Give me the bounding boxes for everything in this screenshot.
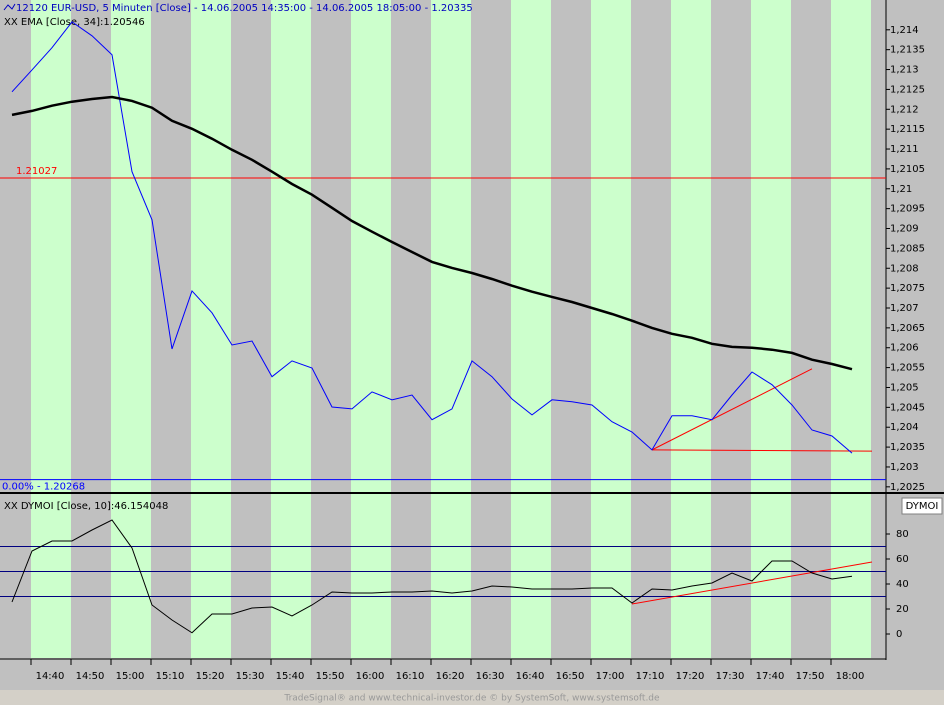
y-tick-label: 1,211 <box>890 144 919 155</box>
time-band <box>671 0 711 658</box>
y-tick-label: 1,2075 <box>890 283 925 294</box>
x-tick-label: 16:00 <box>356 671 385 682</box>
y-tick-label: 1,206 <box>890 343 919 354</box>
axis-title: DYMOI <box>906 501 939 512</box>
y-tick-label: 1,2045 <box>890 402 925 413</box>
x-tick-label: 16:30 <box>476 671 505 682</box>
y-tick-label: 1,2055 <box>890 363 925 374</box>
x-tick-label: 14:50 <box>76 671 105 682</box>
series-line <box>11 21 853 454</box>
x-tick-label: 17:00 <box>596 671 625 682</box>
time-band <box>431 0 471 658</box>
time-band <box>271 0 311 658</box>
trend-line <box>651 368 813 451</box>
time-band <box>591 0 631 658</box>
x-tick-label: 15:20 <box>196 671 225 682</box>
time-band <box>351 0 391 658</box>
time-band <box>111 0 151 658</box>
y-tick-label: 1,203 <box>890 462 919 473</box>
y-tick-label: 1,2125 <box>890 84 925 95</box>
y-tick-label: 1,207 <box>890 303 919 314</box>
y-tick-label: 1,214 <box>890 25 919 36</box>
axis-title-box <box>901 497 943 515</box>
y-tick-label: 1,21 <box>890 184 912 195</box>
y-tick-label: 1,204 <box>890 422 919 433</box>
x-tick-label: 18:00 <box>836 671 865 682</box>
series-line <box>11 95 853 371</box>
x-tick-label: 17:50 <box>796 671 825 682</box>
series-line <box>11 519 853 634</box>
y-tick-label: 1,2115 <box>890 124 925 135</box>
x-tick-label: 15:30 <box>236 671 265 682</box>
time-bands <box>31 0 871 658</box>
x-tick-label: 15:10 <box>156 671 185 682</box>
legend-entry: XX EMA [Close, 34]:1.20546 <box>4 17 145 28</box>
baseline-label: 0.00% - 1.20268 <box>2 482 85 493</box>
time-band <box>511 0 551 658</box>
time-band <box>751 0 791 658</box>
x-tick-label: 15:40 <box>276 671 305 682</box>
y-tick-label: 1,2035 <box>890 442 925 453</box>
chart-title: XX DYMOI [Close, 10]:46.154048 <box>4 501 168 512</box>
level-label: 1.21027 <box>16 166 57 177</box>
x-tick-label: 16:50 <box>556 671 585 682</box>
y-tick-label: 0 <box>896 629 902 640</box>
y-tick-label: 1,2085 <box>890 243 925 254</box>
time-band <box>191 0 231 658</box>
y-tick-label: 1,208 <box>890 263 919 274</box>
y-tick-label: 1,212 <box>890 104 919 115</box>
x-tick-label: 16:20 <box>436 671 465 682</box>
y-tick-label: 1,2095 <box>890 204 925 215</box>
x-tick-label: 17:10 <box>636 671 665 682</box>
x-tick-label: 15:50 <box>316 671 345 682</box>
title-icon <box>3 3 16 11</box>
y-tick-label: 1,2025 <box>890 482 925 493</box>
time-band <box>831 0 871 658</box>
x-tick-label: 16:10 <box>396 671 425 682</box>
y-tick-label: 1,2065 <box>890 323 925 334</box>
x-tick-label: 17:20 <box>676 671 705 682</box>
x-tick-label: 16:40 <box>516 671 545 682</box>
x-tick-label: 17:30 <box>716 671 745 682</box>
y-tick-label: 40 <box>896 579 909 590</box>
footer: TradeSignal® and www.technical-investor.… <box>283 694 660 704</box>
y-tick-label: 1,2135 <box>890 45 925 56</box>
x-tick-label: 14:40 <box>36 671 65 682</box>
y-tick-label: 1,2105 <box>890 164 925 175</box>
y-tick-label: 20 <box>896 604 909 615</box>
y-tick-label: 60 <box>896 554 909 565</box>
x-tick-label: 15:00 <box>116 671 145 682</box>
y-tick-label: 1,205 <box>890 382 919 393</box>
trend-line <box>651 449 873 452</box>
trend-line <box>631 561 873 605</box>
y-tick-label: 1,213 <box>890 65 919 76</box>
chart-title: 12120 EUR-USD, 5 Minuten [Close] - 14.06… <box>16 3 473 14</box>
y-tick-label: 80 <box>896 529 909 540</box>
footer-bar <box>0 690 944 705</box>
time-band <box>31 0 71 658</box>
x-tick-label: 17:40 <box>756 671 785 682</box>
y-tick-label: 1,209 <box>890 224 919 235</box>
